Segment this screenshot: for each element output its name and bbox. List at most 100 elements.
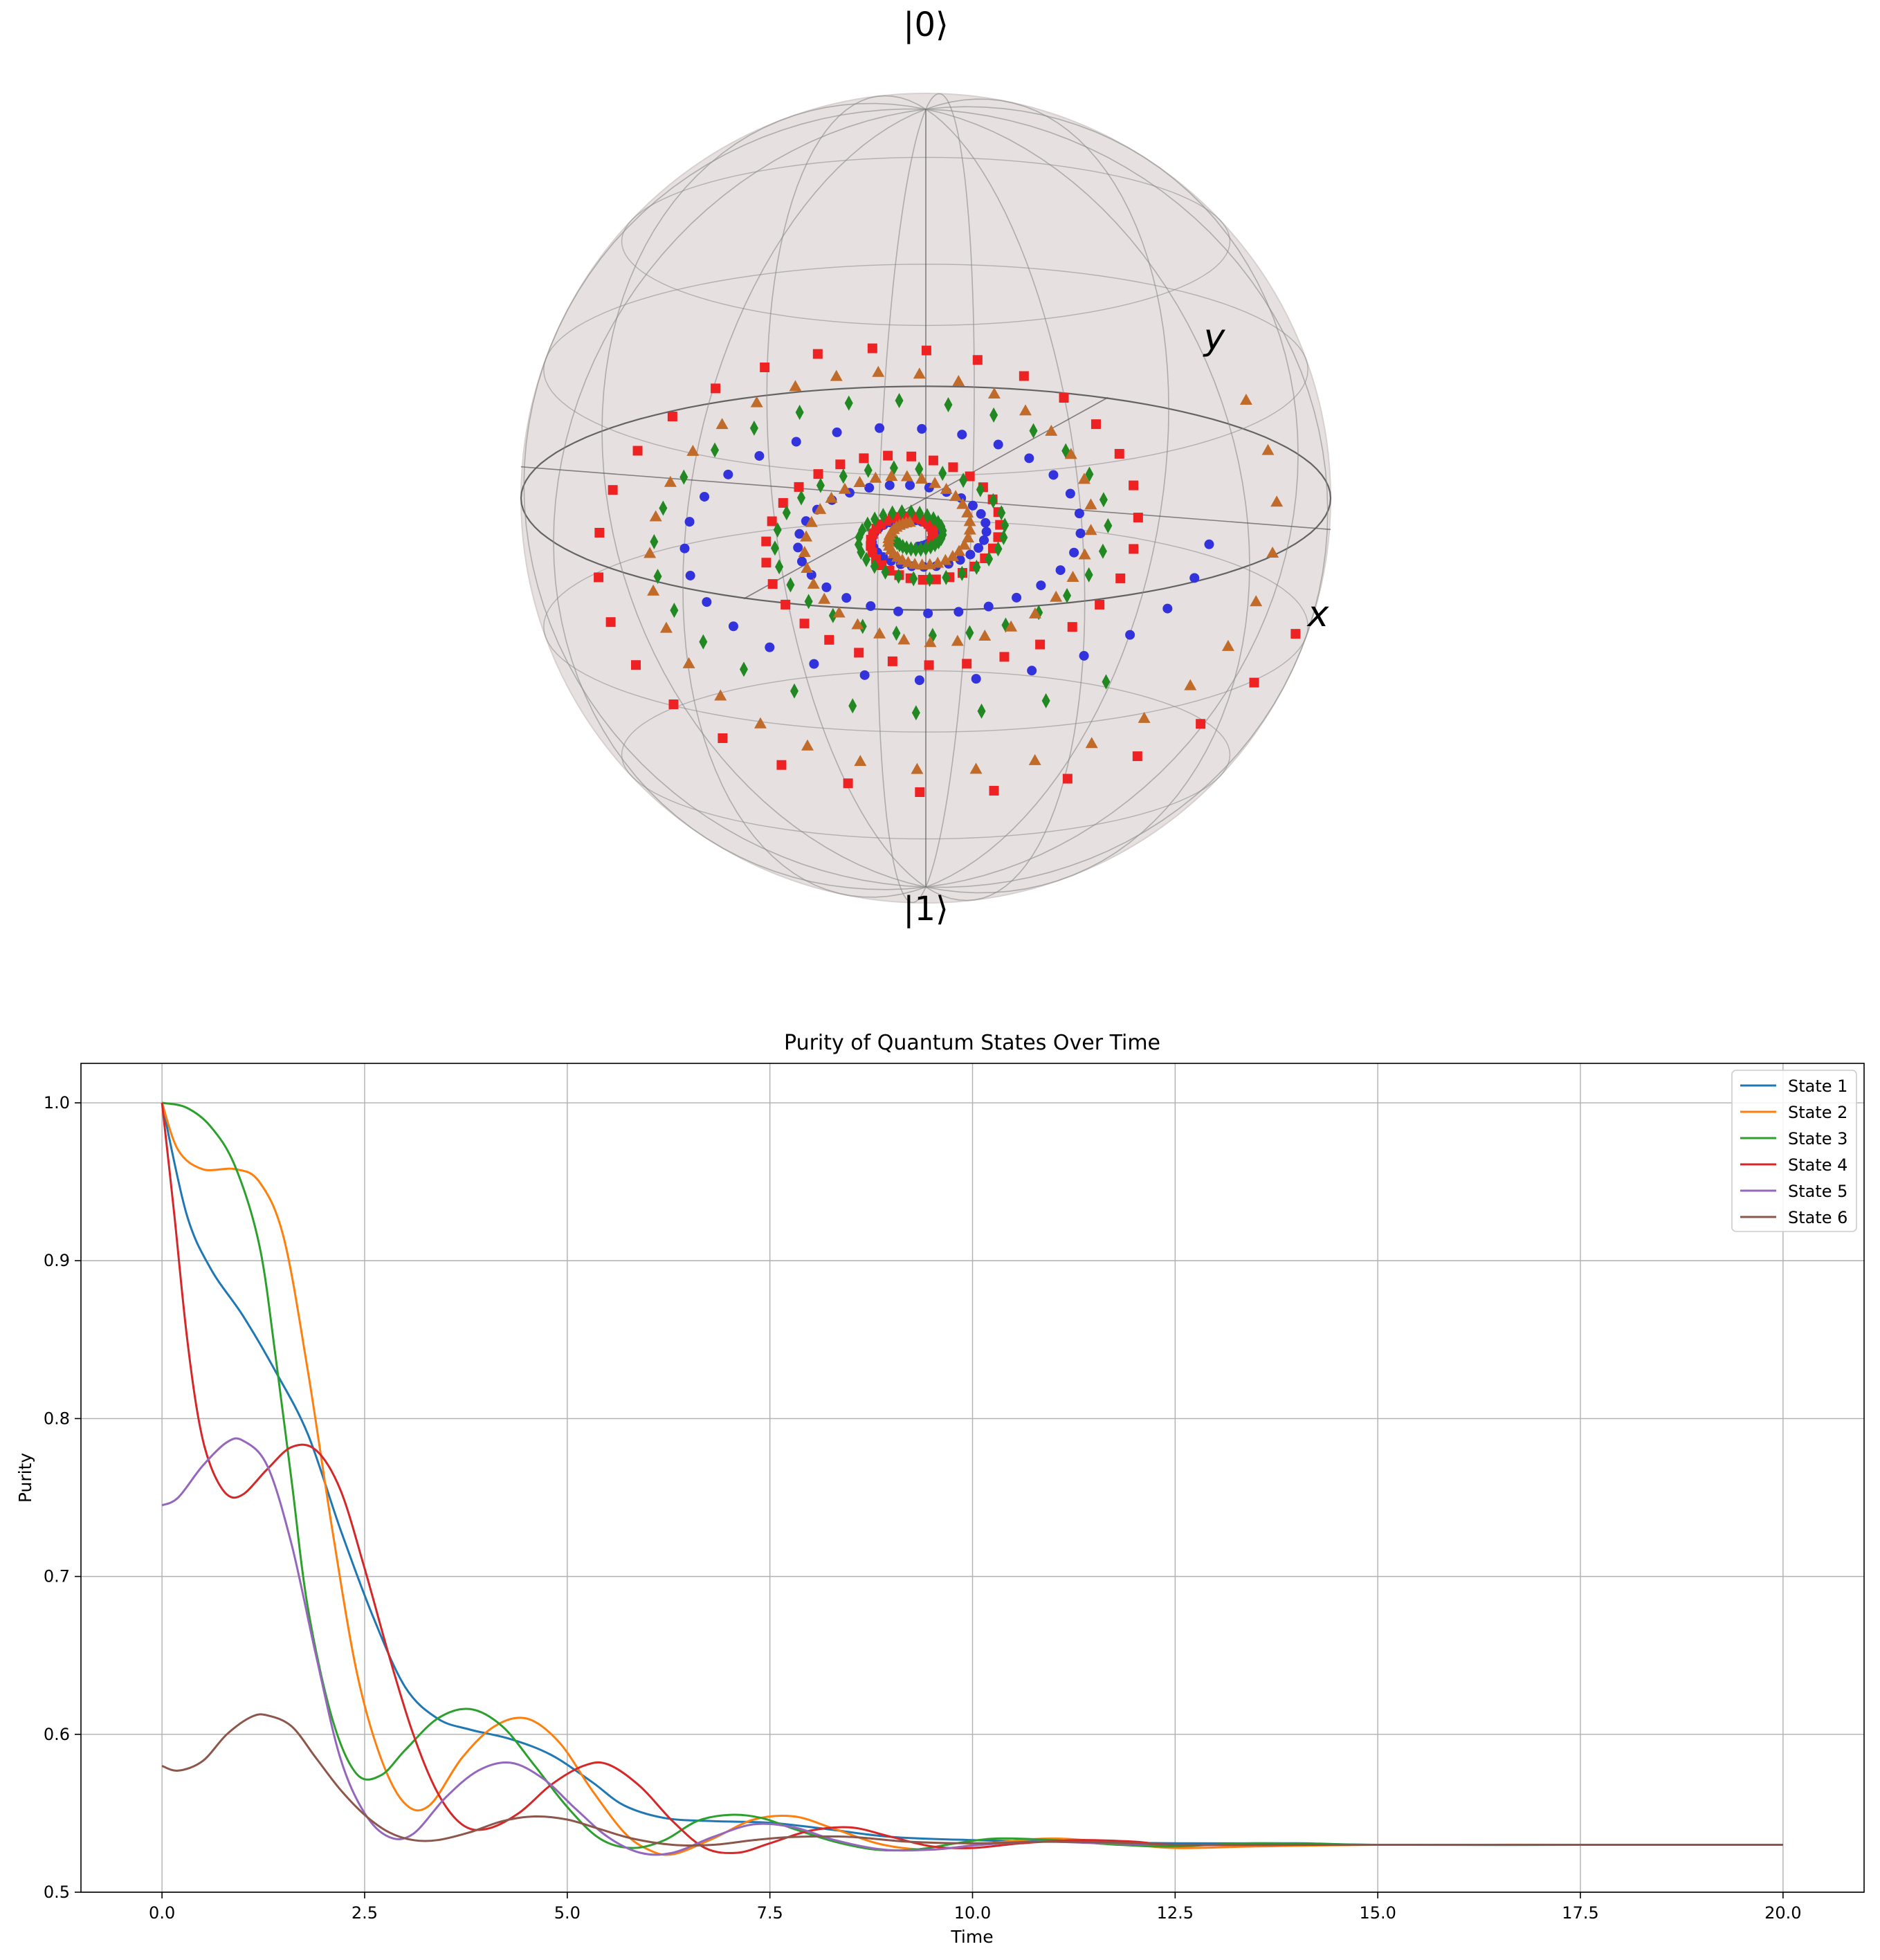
bloch-point-marker bbox=[799, 619, 810, 629]
bloch-point-marker bbox=[931, 574, 941, 585]
bloch-point-marker bbox=[1050, 590, 1063, 602]
bloch-point-marker bbox=[914, 675, 924, 686]
legend-label: State 6 bbox=[1788, 1208, 1847, 1227]
bloch-point-marker bbox=[869, 471, 882, 483]
bloch-point-marker bbox=[979, 535, 989, 545]
legend-entry: State 4 bbox=[1740, 1155, 1847, 1175]
bloch-point-marker bbox=[915, 787, 925, 797]
bloch-point-marker bbox=[923, 508, 932, 524]
bloch-point-marker bbox=[906, 451, 917, 461]
bloch-point-marker bbox=[801, 562, 814, 574]
bloch-point-marker bbox=[972, 559, 981, 575]
bloch-point-marker bbox=[794, 529, 805, 539]
bloch-point-marker bbox=[1239, 393, 1252, 405]
bloch-point-marker bbox=[838, 482, 851, 494]
legend-label: State 1 bbox=[1788, 1077, 1847, 1096]
bloch-point-marker bbox=[813, 469, 823, 479]
bloch-point-marker bbox=[754, 717, 767, 729]
bloch-point-marker bbox=[1162, 603, 1173, 614]
bloch-point-marker bbox=[888, 505, 897, 521]
bloch-point-marker bbox=[843, 778, 853, 789]
bloch-point-marker bbox=[653, 569, 662, 585]
bloch-point-marker bbox=[987, 387, 1001, 399]
bloch-point-marker bbox=[916, 541, 925, 557]
bloch-point-marker bbox=[670, 603, 679, 619]
bloch-point-marker bbox=[963, 523, 976, 535]
x-tick-label: 12.5 bbox=[1157, 1903, 1194, 1923]
bloch-point-marker bbox=[1189, 573, 1200, 583]
x-tick-label: 0.0 bbox=[149, 1903, 175, 1923]
bloch-point-marker bbox=[679, 469, 688, 485]
bloch-point-marker bbox=[1048, 470, 1059, 480]
bloch-point-marker bbox=[649, 510, 662, 522]
bloch-point-marker bbox=[972, 355, 983, 365]
bloch-point-marker bbox=[782, 505, 791, 521]
bloch-point-marker bbox=[859, 670, 870, 680]
y-tick-label: 0.9 bbox=[44, 1251, 70, 1270]
bloch-point-marker bbox=[1067, 622, 1077, 632]
bloch-point-marker bbox=[946, 549, 959, 561]
bloch-point-marker bbox=[795, 405, 804, 421]
bloch-point-marker bbox=[872, 365, 885, 377]
bloch-point-marker bbox=[1064, 448, 1077, 459]
chart-title: Purity of Quantum States Over Time bbox=[784, 1031, 1160, 1055]
bloch-point-marker bbox=[853, 475, 866, 487]
bloch-point-marker bbox=[873, 627, 886, 639]
bloch-point-marker bbox=[816, 477, 825, 493]
bloch-point-marker bbox=[1085, 466, 1094, 482]
bloch-point-marker bbox=[892, 625, 901, 641]
bloch-point-marker bbox=[835, 459, 846, 470]
bloch-point-marker bbox=[1024, 453, 1034, 464]
bloch-point-marker bbox=[844, 395, 853, 411]
bloch-point-marker bbox=[948, 462, 958, 473]
bloch-point-marker bbox=[786, 577, 795, 593]
series-line-state-3 bbox=[161, 1101, 1783, 1852]
bloch-point-marker bbox=[965, 625, 974, 641]
bloch-point-marker bbox=[715, 418, 729, 430]
bloch-point-marker bbox=[668, 699, 679, 710]
bloch-point-marker bbox=[1079, 650, 1089, 661]
bloch-point-marker bbox=[770, 540, 779, 556]
bloch-point-marker bbox=[956, 497, 969, 509]
bloch-point-marker bbox=[608, 485, 618, 495]
bloch-point-marker bbox=[804, 594, 813, 610]
legend-label: State 5 bbox=[1788, 1182, 1847, 1201]
bloch-point-marker bbox=[791, 437, 801, 447]
bloch-point-marker bbox=[1062, 773, 1073, 784]
legend-label: State 2 bbox=[1788, 1103, 1847, 1122]
bloch-point-marker bbox=[830, 369, 843, 381]
bloch-point-marker bbox=[967, 500, 978, 511]
bloch-point-marker bbox=[718, 733, 728, 743]
bloch-point-marker bbox=[1005, 620, 1018, 632]
bloch-point-marker bbox=[1249, 677, 1259, 688]
latitude-ring bbox=[543, 520, 1308, 733]
bloch-point-marker bbox=[925, 571, 934, 587]
bloch-point-marker bbox=[931, 556, 944, 568]
y-axis-label: y bbox=[1203, 317, 1226, 358]
bloch-point-marker bbox=[1129, 480, 1139, 491]
bloch-point-marker bbox=[700, 491, 710, 502]
bloch-point-marker bbox=[1027, 666, 1037, 676]
bloch-point-marker bbox=[1184, 679, 1197, 690]
bloch-point-marker bbox=[761, 558, 772, 568]
bloch-point-marker bbox=[1125, 630, 1135, 640]
bloch-point-marker bbox=[685, 570, 695, 580]
bloch-point-marker bbox=[812, 349, 823, 359]
bloch-point-marker bbox=[832, 427, 842, 437]
x-tick-label: 15.0 bbox=[1359, 1903, 1396, 1923]
bloch-point-marker bbox=[989, 407, 998, 423]
bloch-point-marker bbox=[798, 545, 811, 557]
legend-label: State 3 bbox=[1788, 1129, 1847, 1148]
x-axis-label: x bbox=[1306, 594, 1330, 635]
bloch-point-marker bbox=[881, 564, 890, 580]
latitude-ring bbox=[621, 156, 1231, 327]
bloch-point-marker bbox=[977, 703, 986, 719]
bloch-point-marker bbox=[814, 502, 827, 514]
bloch-point-marker bbox=[896, 553, 909, 565]
bloch-point-marker bbox=[790, 683, 798, 699]
bloch-point-marker bbox=[1095, 599, 1105, 610]
bloch-point-marker bbox=[776, 760, 787, 770]
bloch-point-marker bbox=[851, 618, 864, 630]
bloch-point-marker bbox=[963, 515, 976, 526]
